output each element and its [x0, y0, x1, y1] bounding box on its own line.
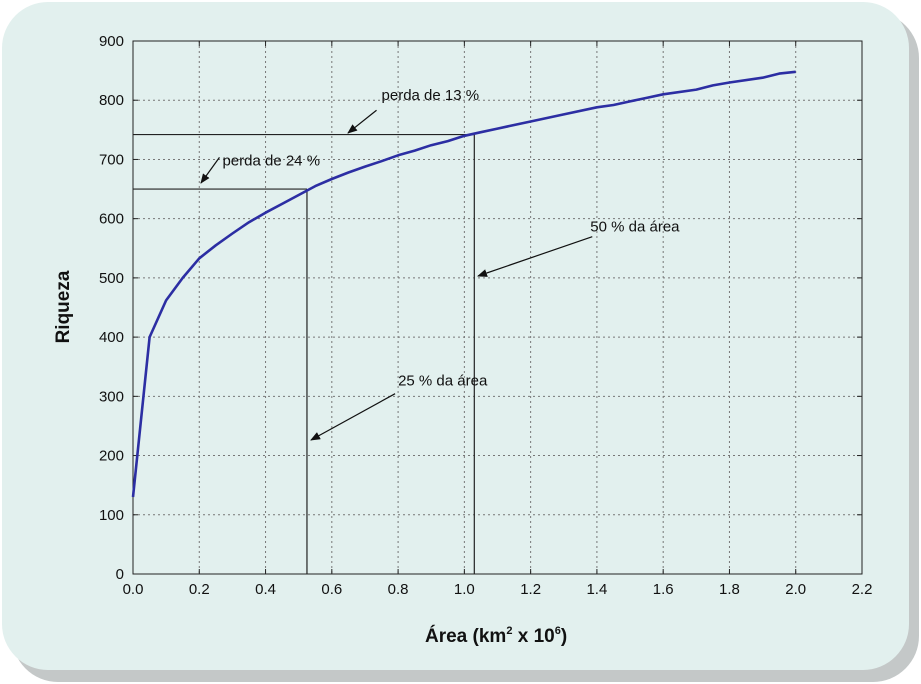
x-tick-label: 0.4	[255, 581, 276, 598]
annotation-label: perda de 13 %	[382, 87, 480, 104]
annotation-arrow	[477, 236, 593, 277]
y-tick-label: 700	[99, 151, 124, 168]
y-tick-label: 600	[99, 211, 124, 228]
grid	[133, 41, 862, 574]
y-tick-label: 300	[99, 388, 124, 405]
y-tick-label: 800	[99, 92, 124, 109]
y-axis-title: Riqueza	[53, 270, 74, 343]
x-tick-label: 1.0	[454, 581, 475, 598]
y-tick-label: 400	[99, 329, 124, 346]
plot-frame	[132, 40, 863, 575]
x-tick-label: 0.6	[321, 581, 342, 598]
x-tick-label: 2.0	[785, 581, 806, 598]
annotation-arrow	[347, 109, 377, 134]
chart-panel	[2, 2, 909, 670]
y-tick-label: 0	[116, 566, 124, 583]
x-tick-label: 1.8	[719, 581, 740, 598]
x-axis-title: Área (km2 x 106)	[425, 625, 567, 647]
annotation-label: perda de 24 %	[222, 152, 320, 169]
series-line	[131, 70, 796, 498]
x-tick-label: 1.2	[520, 581, 541, 598]
y-tick-label: 500	[99, 270, 124, 287]
annotations: perda de 13 % perda de 24 % 50 % da área 25…	[200, 87, 680, 441]
x-tick-label: 0.8	[388, 581, 409, 598]
x-tick-label: 0.0	[123, 581, 144, 598]
annotation-arrow	[310, 393, 396, 441]
x-tick-label: 2.2	[852, 581, 873, 598]
annotation-arrow	[200, 157, 220, 184]
x-ticks: 0.0 0.2 0.4 0.6 0.8 1.0 1.2 1.4 1.6 1.8 2.0 2.2	[123, 41, 873, 598]
x-tick-label: 1.6	[653, 581, 674, 598]
y-tick-label: 100	[99, 507, 124, 524]
y-tick-label: 200	[99, 448, 124, 465]
y-ticks: 0 100 200 300 400 500 600 700 800 900	[99, 33, 862, 583]
x-tick-label: 1.4	[586, 581, 607, 598]
annotation-label: 25 % da área	[398, 373, 488, 390]
annotation-label: 50 % da área	[590, 219, 680, 236]
reference-lines	[133, 133, 475, 574]
y-tick-label: 900	[99, 33, 124, 50]
x-tick-label: 0.2	[189, 581, 210, 598]
